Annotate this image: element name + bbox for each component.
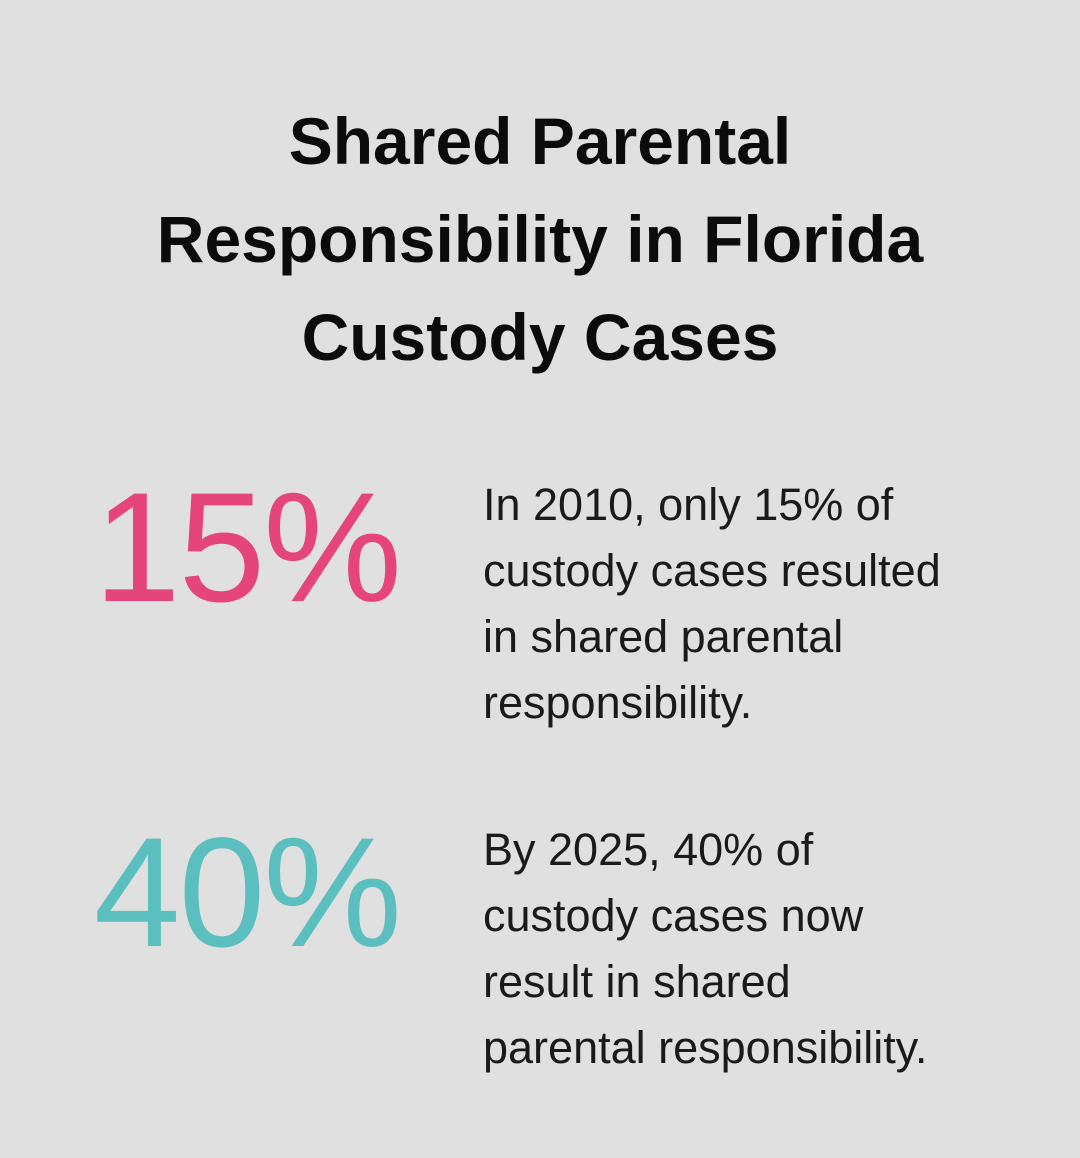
- description-line: responsibility.: [483, 677, 753, 728]
- description-line: custody cases now: [483, 890, 864, 941]
- description-line: By 2025, 40% of: [483, 824, 814, 875]
- description-line: result in shared: [483, 956, 791, 1007]
- page-title: Shared Parental Responsibility in Florid…: [0, 92, 1080, 386]
- stat-value: 15%: [93, 461, 402, 635]
- description-line: parental responsibility.: [483, 1022, 928, 1073]
- stat-value: 40%: [93, 806, 402, 980]
- description-line: In 2010, only 15% of: [483, 479, 894, 530]
- description-line: custody cases resulted: [483, 545, 941, 596]
- title-line: Shared Parental: [288, 104, 792, 178]
- stat-description: By 2025, 40% of custody cases now result…: [483, 817, 927, 1081]
- title-line: Responsibility in Florida: [156, 202, 924, 276]
- stat-description: In 2010, only 15% of custody cases resul…: [483, 472, 941, 736]
- title-line: Custody Cases: [301, 300, 779, 374]
- description-line: in shared parental: [483, 611, 844, 662]
